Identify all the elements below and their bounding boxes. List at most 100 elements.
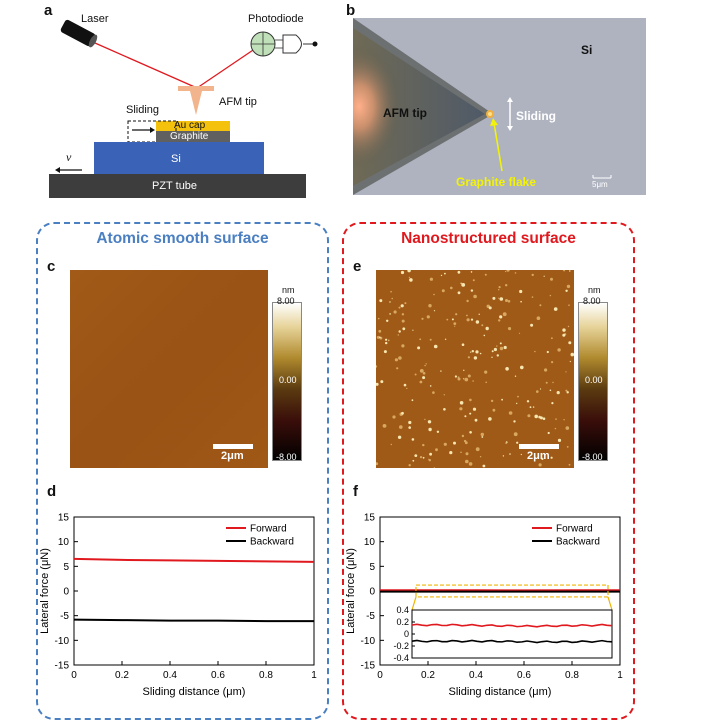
afm-particle [378,329,382,333]
chart-d-xtick-label: 0.4 [163,670,177,681]
panel-label-e: e [353,258,362,275]
micro-si-label: Si [581,43,593,57]
colorbar-e-min: -8.00 [582,452,603,462]
afm-particle [473,294,477,299]
afm-particle [377,317,380,320]
laser-beam-out [196,43,263,89]
chart-f-ytick-label: -10 [361,636,376,647]
afm-particle [457,270,461,274]
zoom-connector [607,596,613,611]
afm-particle [491,350,494,353]
chart-f-xtick-label: 0.8 [565,670,579,681]
afm-particle [419,369,424,373]
afm-particle [475,447,480,452]
afm-particle [549,294,552,297]
scale-label-e: 2μm [527,450,550,462]
lateral-force-chart-d: -15 -10 -5 0 5 10 15 0 0.2 0.4 0.6 0.8 1 Sliding dist… [39,513,317,699]
chart-d-series-backward [73,618,314,623]
chart-d-ylabel: Lateral force (μN) [39,548,51,634]
afm-particle [505,299,508,302]
afm-particle [387,339,390,342]
afm-particle [474,418,478,422]
afm-particle [457,291,461,295]
afm-particle [472,380,474,382]
afm-particle [488,417,492,421]
afm-particle [520,365,524,370]
afm-particle [379,299,383,303]
afm-particle [566,391,569,394]
afm-particle [386,319,389,322]
afm-particle [473,356,478,360]
afm-particle [531,296,534,298]
scale-label-c: 2μm [221,450,244,462]
afm-particle [505,442,508,444]
afm-particle [505,367,509,371]
au-cap-label: Au cap [174,120,206,131]
afm-particle [566,284,571,289]
atomic-smooth-title: Atomic smooth surface [96,230,269,247]
afm-particle [380,380,384,384]
afm-particle [433,293,435,296]
afm-particle [481,436,484,438]
afm-particle [444,338,447,340]
afm-particle [461,343,465,346]
afm-particle [491,356,493,358]
afm-particle [398,356,402,360]
afm-particle [553,307,558,311]
afm-particle [505,284,508,287]
afm-particle [432,391,435,394]
colorbar-c-min: -8.00 [276,452,297,462]
graphite-label: Graphite [170,131,209,142]
afm-particle [401,319,405,323]
afm-particle [411,438,415,441]
afm-particle [428,459,431,462]
afm-particle [469,412,472,415]
inset-ytick-label: -0.2 [393,641,409,651]
afm-particle [453,441,456,445]
chart-f-legend-label: Backward [556,537,600,548]
nanostructured-box [342,222,635,720]
colorbar-c-unit: nm [282,285,295,295]
afm-particle [475,350,479,354]
afm-particle [463,439,467,443]
afm-particle [397,435,402,439]
afm-particle [538,463,542,467]
afm-particle [429,338,432,341]
afm-particle [516,402,518,405]
afm-particle [402,327,406,331]
afm-particle [530,323,534,327]
afm-particle [536,390,539,393]
afm-particle [518,332,521,334]
afm-particle [464,415,467,418]
afm-particle [569,360,571,363]
micro-sliding-label: Sliding [516,109,556,123]
afm-tip-shape [178,86,214,115]
afm-particle [390,443,392,446]
afm-particle [459,401,464,405]
afm-particle [469,431,472,434]
afm-particle [513,420,516,423]
afm-particle [539,304,542,307]
colorbar-c-max: 8.00 [277,296,295,306]
afm-particle [446,318,449,321]
chart-f-ytick-label: -5 [366,611,375,622]
afm-particle [425,363,427,365]
afm-particle [429,385,432,387]
afm-particle [484,273,487,276]
afm-particle [475,320,480,324]
afm-particle [376,335,380,339]
afm-particle [392,415,396,419]
afm-particle [562,333,566,337]
afm-particle [391,297,393,300]
afm-particle [433,310,436,312]
afm-particle [419,456,423,459]
afm-particle [556,391,560,395]
afm-particle [506,270,509,272]
afm-particle [464,377,469,382]
afm-particle [401,313,405,316]
afm-particle [570,352,574,357]
afm-particle [534,414,538,419]
afm-particle [534,350,536,353]
afm-particle [498,286,501,289]
afm-particle [507,300,511,303]
